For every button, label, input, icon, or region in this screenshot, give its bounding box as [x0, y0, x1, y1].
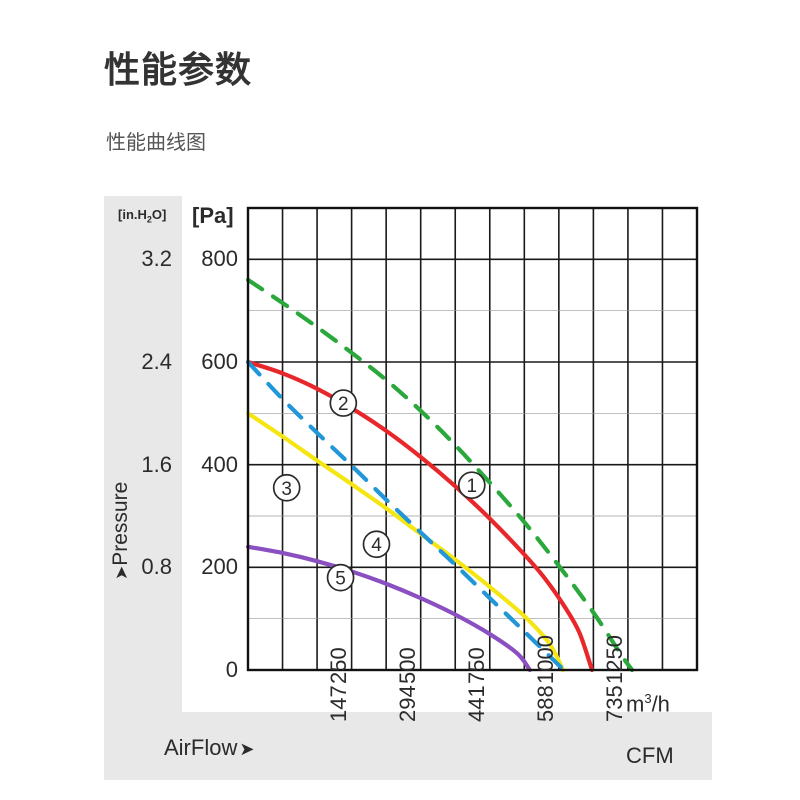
- series-marker-2: 2: [329, 389, 358, 417]
- x-axis-title: AirFlow ➤: [164, 737, 254, 759]
- x-tick-cfm-147: 147: [326, 685, 352, 722]
- curve-1: [245, 359, 595, 673]
- y-tick-inh2o-0.8: 0.8: [141, 554, 172, 580]
- svg-text:2: 2: [338, 394, 349, 415]
- grid-lines: [248, 208, 697, 670]
- x-tick-m3h-250: 250: [326, 647, 352, 684]
- x-tick-m3h-1000: 1000: [533, 635, 559, 684]
- x-tick-cfm-294: 294: [395, 685, 421, 722]
- left-gray-panel: [104, 196, 182, 712]
- curve-2: [245, 277, 635, 673]
- series-marker-3: 3: [272, 473, 301, 502]
- svg-text:1: 1: [467, 476, 478, 497]
- plot-frame: [246, 206, 699, 672]
- series-marker-1: 1: [457, 471, 486, 500]
- y-tick-inh2o-1.6: 1.6: [141, 451, 172, 477]
- curve-series: [245, 277, 635, 673]
- y-axis-unit-imperial: [in.H2O]: [118, 207, 167, 225]
- page-title: 性能参数: [104, 49, 253, 90]
- page-subtitle: 性能曲线图: [106, 132, 206, 154]
- series-marker-5: 5: [326, 563, 355, 592]
- airflow-arrow-icon: ➤: [239, 739, 255, 759]
- bottom-gray-panel: [104, 712, 712, 780]
- y-tick-inh2o-2.4: 2.4: [141, 349, 172, 374]
- x-tick-cfm-735: 735: [602, 685, 628, 722]
- x-axis-title-text: AirFlow: [164, 735, 238, 760]
- x-tick-m3h-500: 500: [395, 647, 421, 684]
- y-tick-pa-200: 200: [201, 554, 238, 580]
- series-markers: 1 2 3 4 5: [272, 389, 486, 592]
- x-axis-unit-imperial: CFM: [626, 743, 674, 768]
- curve-3: [245, 411, 566, 673]
- series-marker-4: 4: [362, 530, 391, 559]
- y-tick-pa-400: 400: [201, 451, 238, 477]
- y-tick-pa-600: 600: [201, 349, 238, 374]
- y-axis-unit-metric: [Pa]: [192, 203, 234, 228]
- y-axis-title-text: Pressure: [109, 481, 132, 566]
- y-tick-inh2o-3.2: 3.2: [141, 246, 172, 272]
- svg-text:5: 5: [335, 569, 346, 590]
- x-tick-cfm-441: 441: [464, 685, 490, 722]
- curve-4: [245, 359, 567, 673]
- x-tick-m3h-1250: 1250: [602, 635, 628, 684]
- x-tick-cfm-588: 588: [533, 685, 559, 722]
- svg-text:3: 3: [281, 479, 292, 500]
- y-tick-pa-800: 800: [201, 246, 238, 272]
- x-axis-unit-metric: m3/h: [626, 691, 670, 717]
- svg-text:4: 4: [371, 535, 382, 556]
- x-tick-m3h-750: 750: [464, 647, 490, 684]
- y-tick-pa-0: 0: [225, 657, 238, 682]
